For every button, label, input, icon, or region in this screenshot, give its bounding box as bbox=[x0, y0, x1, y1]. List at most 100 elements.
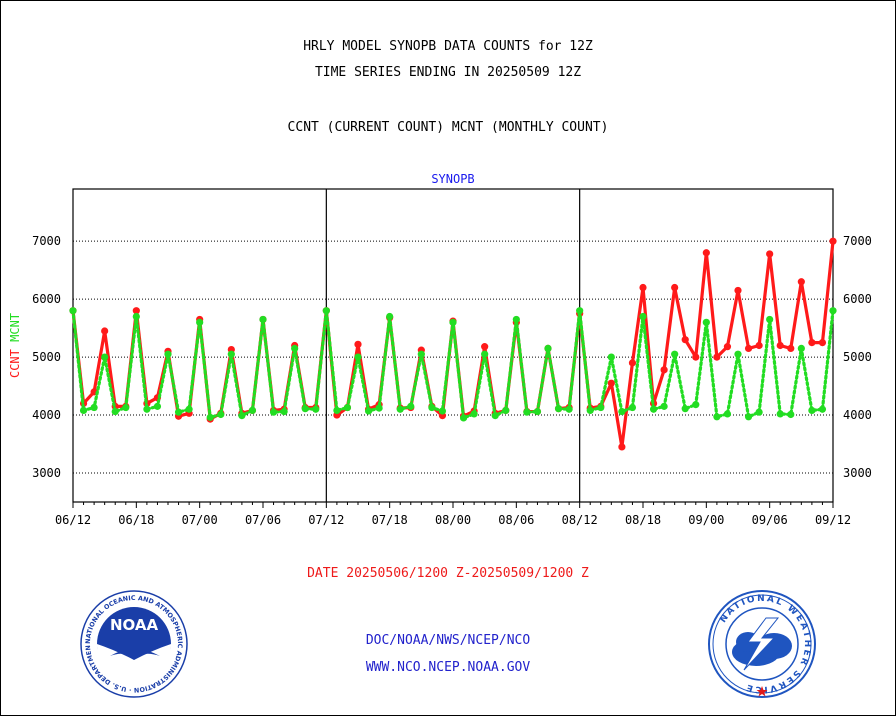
mcnt-data-point bbox=[449, 318, 457, 326]
mcnt-data-point bbox=[481, 350, 489, 358]
mcnt-data-point bbox=[206, 413, 214, 421]
ccnt-data-point bbox=[766, 250, 774, 258]
mcnt-data-point bbox=[227, 350, 235, 358]
mcnt-data-point bbox=[744, 413, 753, 421]
mcnt-data-point bbox=[565, 405, 573, 413]
mcnt-data-point bbox=[502, 406, 510, 415]
mcnt-data-point bbox=[818, 405, 827, 413]
mcnt-data-point bbox=[808, 406, 816, 415]
mcnt-data-point bbox=[428, 403, 436, 412]
ccnt-data-point bbox=[744, 344, 753, 352]
mcnt-data-point bbox=[459, 414, 468, 422]
mcnt-data-point bbox=[301, 405, 309, 413]
website-label: WWW.NCO.NCEP.NOAA.GOV bbox=[365, 660, 531, 675]
ccnt-data-point bbox=[354, 340, 362, 348]
x-tick-label: 08/00 bbox=[435, 513, 471, 527]
mcnt-data-point bbox=[122, 403, 130, 412]
mcnt-data-point bbox=[343, 403, 352, 412]
mcnt-data-point bbox=[470, 410, 478, 418]
mcnt-data-point bbox=[354, 353, 362, 361]
mcnt-data-point bbox=[312, 405, 320, 413]
y-tick-label-right: 7000 bbox=[843, 234, 872, 248]
mcnt-series-line bbox=[71, 309, 835, 420]
ccnt-data-point bbox=[132, 307, 140, 315]
mcnt-data-point bbox=[723, 410, 732, 418]
mcnt-data-point bbox=[259, 315, 267, 324]
x-tick-label: 06/18 bbox=[118, 513, 154, 527]
mcnt-data-point bbox=[533, 407, 542, 416]
mcnt-data-point bbox=[291, 344, 299, 352]
chart-panel-title: SYNOPB bbox=[431, 172, 474, 186]
mcnt-data-point bbox=[153, 402, 162, 410]
mcnt-data-point bbox=[417, 350, 425, 358]
ccnt-data-point bbox=[818, 339, 827, 347]
mcnt-data-point bbox=[586, 406, 594, 415]
mcnt-data-point bbox=[386, 312, 394, 321]
y-tick-label-left: 5000 bbox=[32, 350, 61, 364]
y-axis-label-mcnt: MCNT bbox=[8, 313, 22, 349]
mcnt-data-point bbox=[649, 405, 658, 413]
mcnt-data-point bbox=[196, 318, 204, 326]
noaa-logo-text: NOAA bbox=[110, 616, 159, 634]
ccnt-data-point bbox=[702, 249, 710, 257]
mcnt-data-point bbox=[248, 406, 257, 415]
noaa-logo-icon: NATIONAL OCEANIC AND ATMOSPHERIC ADMINIS… bbox=[80, 590, 188, 698]
mcnt-data-point bbox=[618, 407, 626, 416]
y-axis-label-ccnt: CCNT bbox=[8, 349, 22, 378]
mcnt-data-point bbox=[776, 410, 784, 418]
mcnt-data-point bbox=[238, 412, 246, 420]
y-tick-label-left: 4000 bbox=[32, 408, 61, 422]
mcnt-data-point bbox=[185, 405, 193, 413]
ccnt-data-point bbox=[618, 443, 626, 451]
mcnt-data-point bbox=[407, 402, 415, 410]
mcnt-data-point bbox=[491, 412, 499, 420]
ccnt-data-point bbox=[829, 237, 837, 245]
y-tick-label-right: 6000 bbox=[843, 292, 872, 306]
ccnt-data-point bbox=[607, 379, 615, 387]
mcnt-data-point bbox=[607, 353, 615, 361]
y-axis-label: CCNT MCNT bbox=[8, 313, 22, 378]
y-tick-label-left: 7000 bbox=[32, 234, 61, 248]
x-tick-label: 07/18 bbox=[372, 513, 408, 527]
mcnt-data-point bbox=[787, 410, 795, 419]
mcnt-data-point bbox=[143, 405, 151, 413]
mcnt-data-point bbox=[576, 307, 584, 315]
mcnt-data-point bbox=[829, 307, 837, 315]
ccnt-data-point bbox=[692, 353, 700, 361]
ccnt-data-point bbox=[628, 359, 637, 367]
ccnt-data-point bbox=[713, 353, 721, 361]
mcnt-data-point bbox=[671, 350, 679, 358]
y-tick-label-right: 4000 bbox=[843, 408, 872, 422]
mcnt-data-point bbox=[174, 408, 183, 416]
mcnt-data-point bbox=[322, 307, 330, 315]
ccnt-data-point bbox=[808, 339, 816, 347]
chart-title-line-2: TIME SERIES ENDING IN 20250509 12Z bbox=[314, 65, 582, 80]
mcnt-data-point bbox=[438, 407, 447, 415]
x-tick-label: 06/12 bbox=[55, 513, 91, 527]
date-range-label: DATE 20250506/1200 Z-20250509/1200 Z bbox=[307, 566, 589, 581]
mcnt-data-point bbox=[164, 350, 172, 358]
mcnt-data-point bbox=[702, 318, 710, 326]
mcnt-data-point bbox=[333, 406, 341, 415]
mcnt-data-point bbox=[660, 402, 668, 410]
mcnt-data-point bbox=[79, 406, 88, 415]
mcnt-data-point bbox=[90, 403, 98, 412]
mcnt-data-point bbox=[269, 408, 278, 416]
ccnt-data-point bbox=[755, 341, 763, 350]
y-tick-label-left: 6000 bbox=[32, 292, 61, 306]
mcnt-data-point bbox=[544, 344, 552, 352]
mcnt-data-point bbox=[396, 405, 404, 413]
plot-area-border bbox=[72, 188, 834, 503]
mcnt-data-point bbox=[217, 410, 225, 419]
ccnt-data-point bbox=[101, 327, 109, 335]
ccnt-data-point bbox=[481, 343, 489, 351]
y-tick-label-right: 5000 bbox=[843, 350, 872, 364]
mcnt-data-point bbox=[101, 353, 109, 361]
mcnt-data-point bbox=[554, 405, 563, 413]
mcnt-data-point bbox=[512, 315, 520, 324]
x-tick-label: 08/18 bbox=[625, 513, 661, 527]
mcnt-data-point bbox=[280, 407, 288, 416]
mcnt-data-point bbox=[713, 413, 721, 421]
mcnt-data-point bbox=[111, 407, 119, 416]
